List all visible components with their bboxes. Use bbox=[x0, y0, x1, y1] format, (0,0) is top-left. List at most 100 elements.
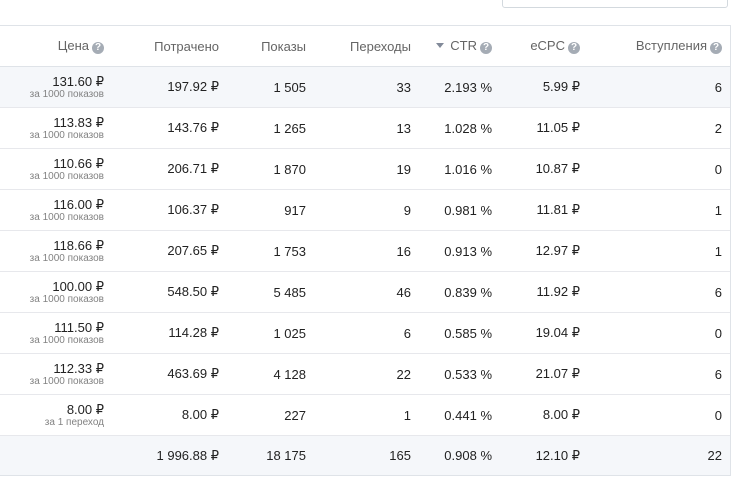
table-row[interactable]: 113.83 ₽ за 1000 показов 143.76 ₽1 265 13 1.… bbox=[0, 107, 730, 149]
cell-shows: 227 bbox=[227, 394, 314, 436]
price-unit: за 1000 показов bbox=[29, 252, 104, 264]
price-unit: за 1000 показов bbox=[29, 129, 104, 141]
price-value: 110.66 ₽ bbox=[53, 155, 104, 171]
cell-spent: 207.65 ₽ bbox=[112, 230, 227, 272]
stats-table: Цена? Потрачено Показы Переходы CTR? eCP… bbox=[0, 26, 730, 475]
column-header-label: Переходы bbox=[350, 38, 411, 54]
cell-spent: 106.37 ₽ bbox=[112, 189, 227, 231]
cell-spent: 8.00 ₽ bbox=[112, 394, 227, 436]
table-header: Цена? Потрачено Показы Переходы CTR? eCP… bbox=[0, 26, 730, 67]
cell-clicks: 6 bbox=[314, 312, 419, 354]
cell-ctr: 0.585 % bbox=[419, 312, 500, 354]
cell-shows: 1 265 bbox=[227, 107, 314, 149]
cell-shows: 1 025 bbox=[227, 312, 314, 354]
total-joins: 22 bbox=[588, 435, 730, 475]
cell-clicks: 9 bbox=[314, 189, 419, 231]
cell-joins: 0 bbox=[588, 394, 730, 436]
help-icon[interactable]: ? bbox=[480, 42, 492, 54]
cell-ctr: 0.913 % bbox=[419, 230, 500, 272]
total-shows: 18 175 bbox=[227, 435, 314, 475]
cell-ctr: 0.839 % bbox=[419, 271, 500, 313]
table-row[interactable]: 100.00 ₽ за 1000 показов 548.50 ₽5 485 46 0.… bbox=[0, 271, 730, 313]
cell-clicks: 22 bbox=[314, 353, 419, 395]
total-price bbox=[0, 435, 112, 475]
price-value: 111.50 ₽ bbox=[54, 319, 104, 335]
cell-spent: 197.92 ₽ bbox=[112, 66, 227, 108]
column-header-ecpc[interactable]: eCPC? bbox=[500, 26, 588, 67]
price-unit: за 1000 показов bbox=[29, 88, 104, 100]
cell-ecpc: 11.92 ₽ bbox=[500, 271, 588, 313]
cell-clicks: 19 bbox=[314, 148, 419, 190]
table-row[interactable]: 116.00 ₽ за 1000 показов 106.37 ₽917 9 0.981… bbox=[0, 189, 730, 231]
help-icon[interactable]: ? bbox=[710, 42, 722, 54]
price-unit: за 1 переход bbox=[44, 416, 104, 428]
cell-price: 111.50 ₽ за 1000 показов bbox=[0, 312, 112, 354]
cell-price: 100.00 ₽ за 1000 показов bbox=[0, 271, 112, 313]
cell-price: 118.66 ₽ за 1000 показов bbox=[0, 230, 112, 272]
price-unit: за 1000 показов bbox=[29, 170, 104, 182]
price-value: 100.00 ₽ bbox=[52, 278, 104, 294]
cell-shows: 5 485 bbox=[227, 271, 314, 313]
cell-price: 113.83 ₽ за 1000 показов bbox=[0, 107, 112, 149]
cell-shows: 917 bbox=[227, 189, 314, 231]
table-row[interactable]: 111.50 ₽ за 1000 показов 114.28 ₽1 025 6 0.5… bbox=[0, 312, 730, 354]
table-row[interactable]: 110.66 ₽ за 1000 показов 206.71 ₽1 870 19 1.… bbox=[0, 148, 730, 190]
column-header-clicks[interactable]: Переходы bbox=[314, 26, 419, 67]
column-header-spent[interactable]: Потрачено bbox=[112, 26, 227, 67]
top-field[interactable] bbox=[502, 0, 728, 8]
total-clicks: 165 bbox=[314, 435, 419, 475]
table-row[interactable]: 118.66 ₽ за 1000 показов 207.65 ₽1 753 16 0.… bbox=[0, 230, 730, 272]
table-row[interactable]: 131.60 ₽ за 1000 показов 197.92 ₽1 505 33 2.… bbox=[0, 66, 730, 108]
cell-ecpc: 19.04 ₽ bbox=[500, 312, 588, 354]
column-header-label: CTR bbox=[450, 38, 477, 53]
cell-ecpc: 12.97 ₽ bbox=[500, 230, 588, 272]
total-ecpc: 12.10 ₽ bbox=[500, 435, 588, 475]
total-spent: 1 996.88 ₽ bbox=[112, 435, 227, 475]
price-unit: за 1000 показов bbox=[29, 334, 104, 346]
cell-ecpc: 11.05 ₽ bbox=[500, 107, 588, 149]
cell-joins: 2 bbox=[588, 107, 730, 149]
cell-ctr: 0.441 % bbox=[419, 394, 500, 436]
help-icon[interactable]: ? bbox=[568, 42, 580, 54]
stats-table-container: Цена? Потрачено Показы Переходы CTR? eCP… bbox=[0, 25, 731, 476]
cell-price: 112.33 ₽ за 1000 показов bbox=[0, 353, 112, 395]
cell-price: 8.00 ₽ за 1 переход bbox=[0, 394, 112, 436]
cell-ecpc: 8.00 ₽ bbox=[500, 394, 588, 436]
price-unit: за 1000 показов bbox=[29, 375, 104, 387]
totals-row: 1 996.88 ₽ 18 175 165 0.908 % 12.10 ₽ 22 bbox=[0, 435, 730, 475]
cell-ctr: 0.533 % bbox=[419, 353, 500, 395]
price-unit: за 1000 показов bbox=[29, 211, 104, 223]
cell-ecpc: 5.99 ₽ bbox=[500, 66, 588, 108]
cell-ctr: 0.981 % bbox=[419, 189, 500, 231]
table-row[interactable]: 112.33 ₽ за 1000 показов 463.69 ₽4 128 22 0.… bbox=[0, 353, 730, 395]
column-header-shows[interactable]: Показы bbox=[227, 26, 314, 67]
total-ctr: 0.908 % bbox=[419, 435, 500, 475]
cell-shows: 4 128 bbox=[227, 353, 314, 395]
cell-joins: 6 bbox=[588, 66, 730, 108]
cell-spent: 463.69 ₽ bbox=[112, 353, 227, 395]
column-header-price[interactable]: Цена? bbox=[0, 26, 112, 67]
help-icon[interactable]: ? bbox=[92, 42, 104, 54]
sort-descending-icon bbox=[436, 43, 445, 48]
column-header-ctr[interactable]: CTR? bbox=[419, 26, 500, 67]
cell-spent: 143.76 ₽ bbox=[112, 107, 227, 149]
cell-joins: 1 bbox=[588, 189, 730, 231]
table-row[interactable]: 8.00 ₽ за 1 переход 8.00 ₽227 1 0.441 % 8.00 … bbox=[0, 394, 730, 436]
cell-clicks: 16 bbox=[314, 230, 419, 272]
price-value: 112.33 ₽ bbox=[53, 360, 104, 376]
column-header-joins[interactable]: Вступления? bbox=[588, 26, 730, 67]
cell-joins: 6 bbox=[588, 353, 730, 395]
column-header-label: Потрачено bbox=[154, 38, 219, 54]
cell-joins: 0 bbox=[588, 148, 730, 190]
cell-spent: 206.71 ₽ bbox=[112, 148, 227, 190]
column-header-label: Показы bbox=[261, 38, 306, 54]
header-row: Цена? Потрачено Показы Переходы CTR? eCP… bbox=[0, 26, 730, 67]
cell-price: 110.66 ₽ за 1000 показов bbox=[0, 148, 112, 190]
cell-ecpc: 21.07 ₽ bbox=[500, 353, 588, 395]
price-value: 113.83 ₽ bbox=[53, 114, 104, 130]
cell-ctr: 2.193 % bbox=[419, 66, 500, 108]
column-header-label: Цена bbox=[57, 38, 89, 53]
cell-clicks: 33 bbox=[314, 66, 419, 108]
cell-clicks: 13 bbox=[314, 107, 419, 149]
